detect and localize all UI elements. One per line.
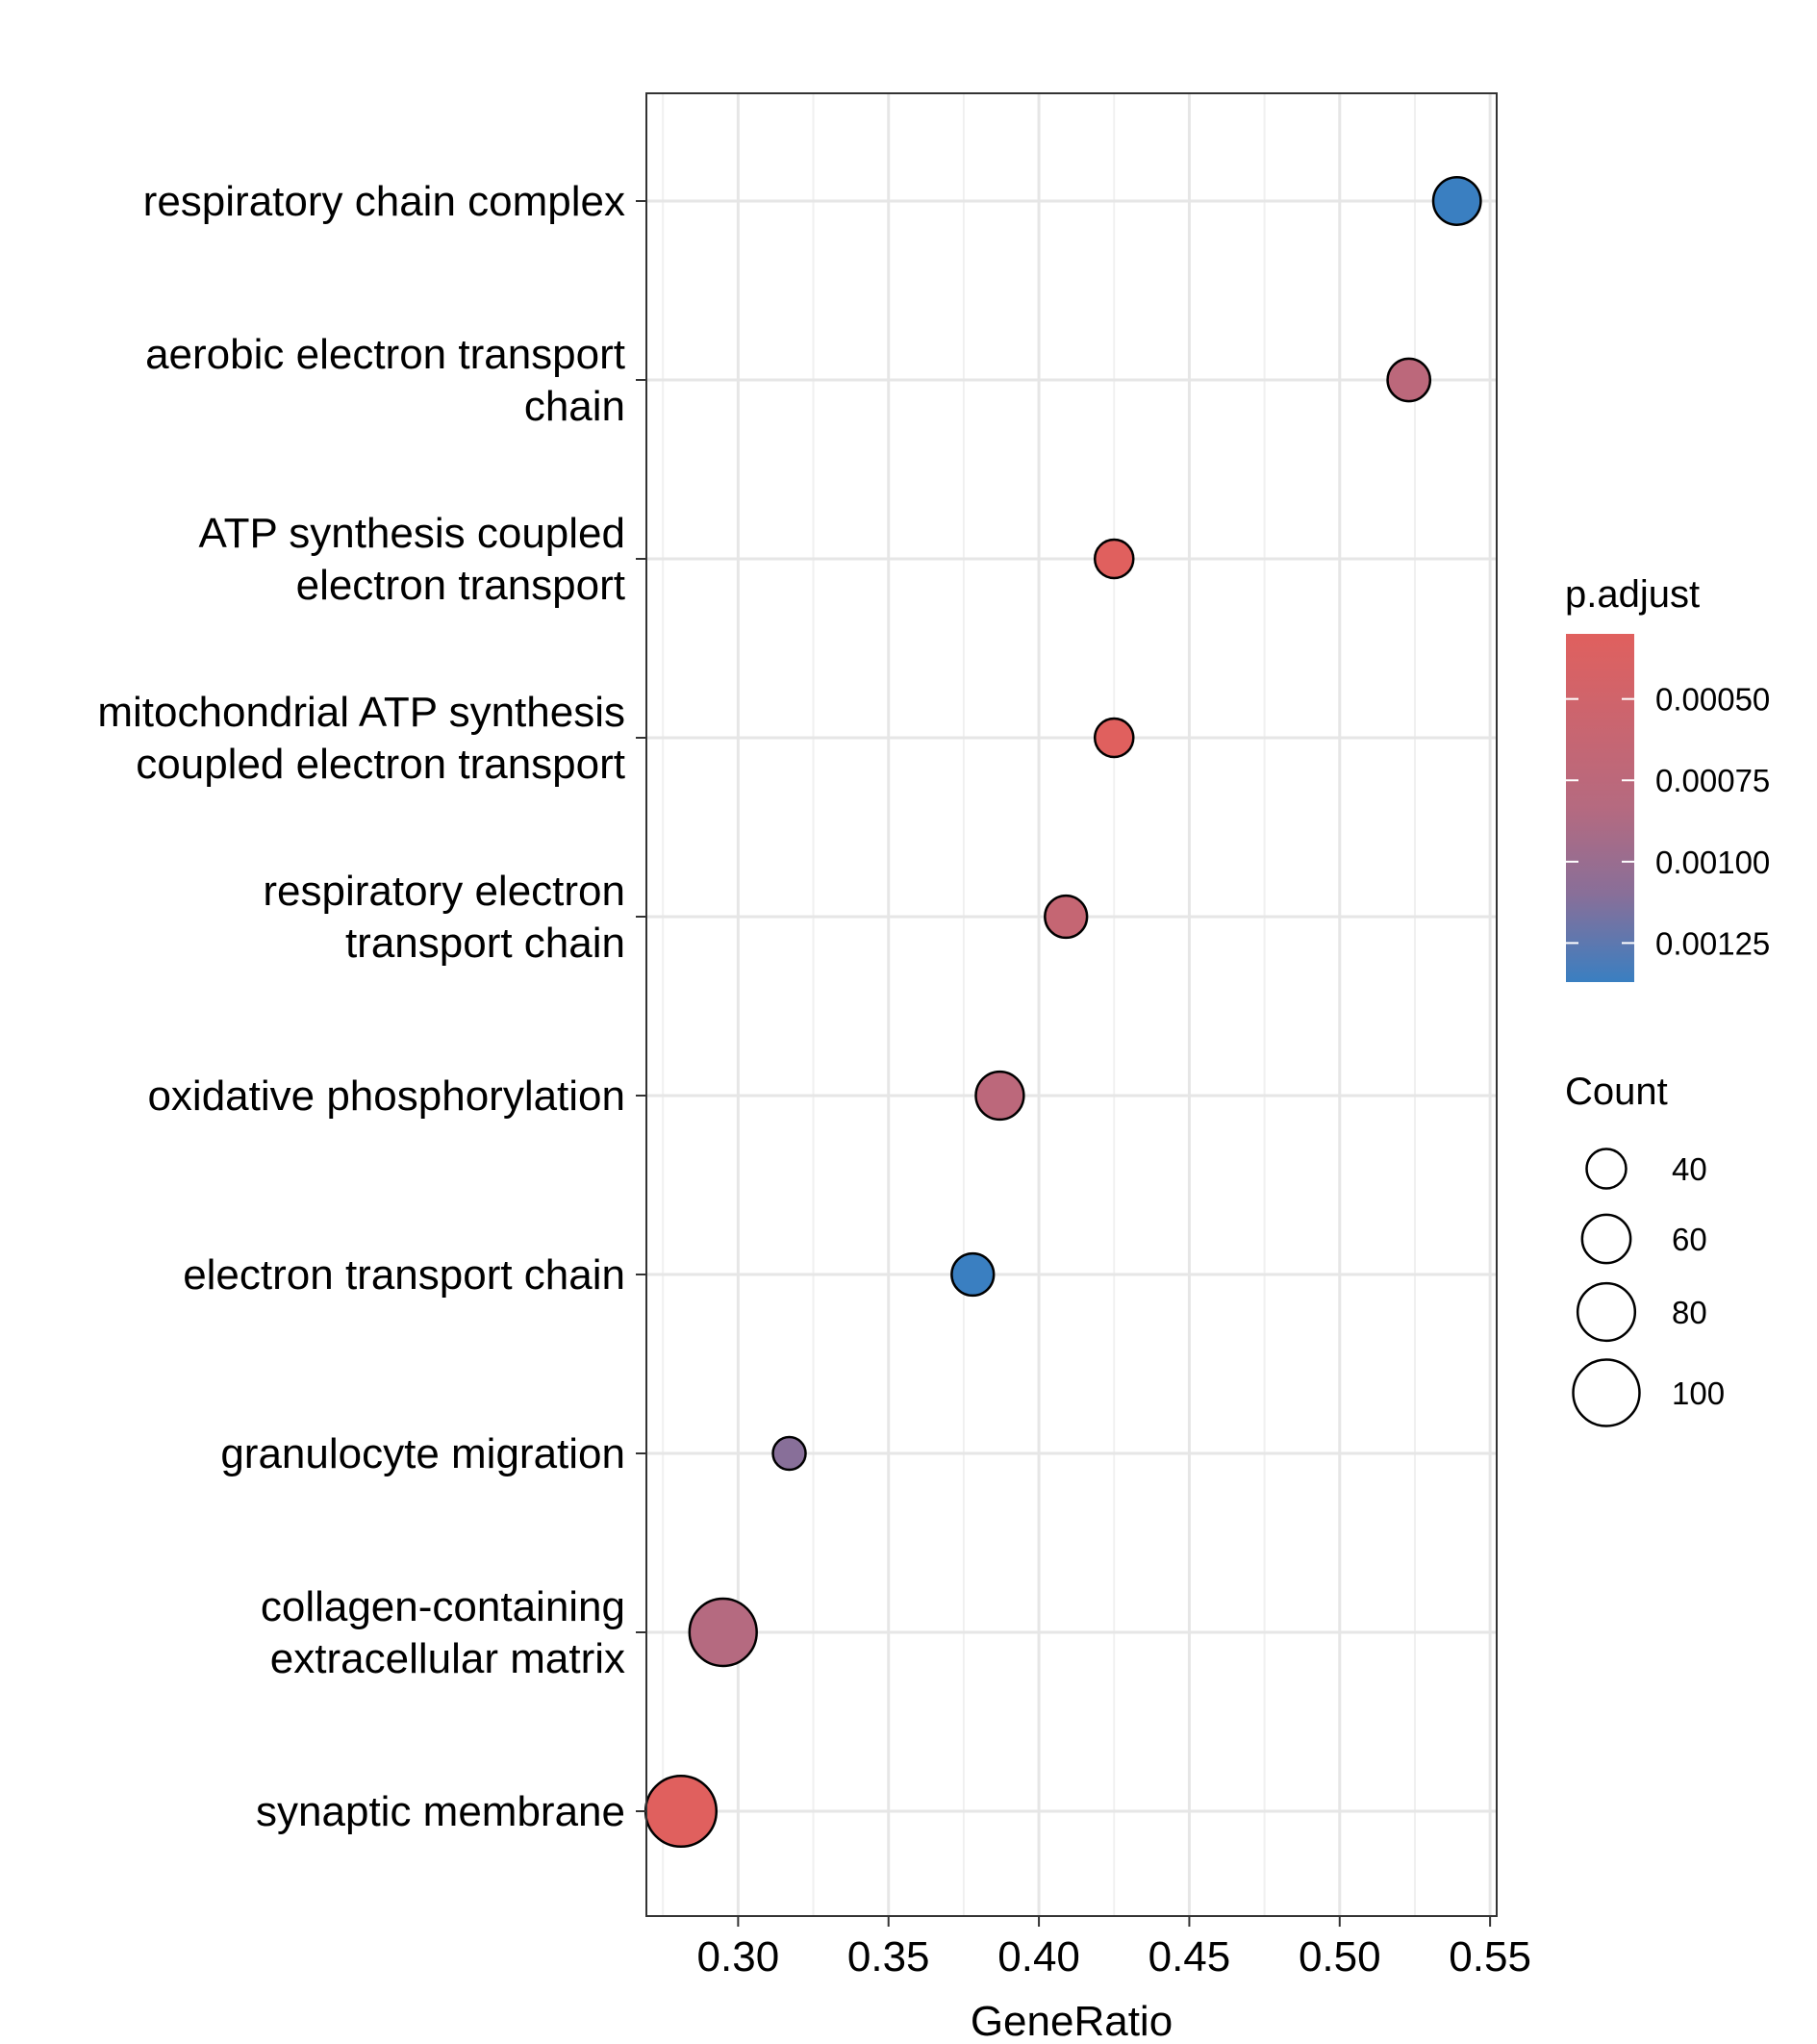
x-tick-label: 0.40 [997,1933,1080,1981]
data-point [1386,357,1432,403]
x-axis: 0.30 0.35 0.40 0.45 0.50 0.55 [697,1916,1531,1981]
x-tick-label: 0.50 [1299,1933,1381,1981]
plot-panel-background [646,93,1497,1916]
category-label: granulocyte migration [220,1430,625,1477]
x-tick-label: 0.45 [1148,1933,1231,1981]
size-legend: Count 40 60 80 100 [1565,1071,1725,1427]
data-point [1093,538,1135,580]
size-legend-key [1585,1148,1628,1190]
category-label: collagen-containing [261,1583,625,1630]
grid [646,93,1497,1916]
category-label: coupled electron transport [136,741,625,788]
size-legend-label: 80 [1672,1295,1707,1330]
category-label: respiratory chain complex [143,178,625,225]
category-label: extracellular matrix [270,1635,625,1682]
data-point [688,1597,758,1668]
data-point [644,1774,719,1849]
data-point [950,1251,996,1298]
plot-panel-border [645,92,1498,1917]
x-tick-label: 0.30 [697,1933,780,1981]
data-points [644,176,1482,1849]
x-axis-title: GeneRatio [971,1998,1173,2044]
color-legend-title: p.adjust [1565,573,1700,616]
size-legend-label: 60 [1672,1222,1707,1257]
x-tick-label: 0.35 [847,1933,930,1981]
color-legend-label: 0.00050 [1655,682,1770,718]
data-point [974,1070,1025,1122]
size-legend-keys: 40 60 80 100 [1572,1148,1725,1427]
data-point [1093,717,1135,759]
category-label: chain [524,383,625,430]
color-legend-label: 0.00125 [1655,925,1770,961]
category-label: respiratory electron [263,868,625,915]
size-legend-key [1580,1213,1632,1265]
size-legend-title: Count [1565,1071,1668,1113]
color-legend-bar [1566,634,1634,982]
size-legend-label: 100 [1672,1375,1725,1411]
data-point [1044,894,1089,940]
category-label: synaptic membrane [256,1788,625,1835]
color-legend: p.adjust 0.00050 0.00075 0.00100 0.00125 [1565,573,1770,982]
color-legend-label: 0.00075 [1655,763,1770,798]
x-tick-label: 0.55 [1449,1933,1531,1981]
category-label: electron transport chain [183,1251,625,1299]
data-point [771,1435,807,1472]
size-legend-key [1576,1281,1637,1343]
category-label: electron transport [296,562,625,609]
category-label: mitochondrial ATP synthesis [97,689,625,736]
size-legend-key [1572,1358,1641,1427]
category-label: ATP synthesis coupled [198,510,625,557]
category-label: aerobic electron transport [145,331,625,378]
data-point [1431,176,1482,226]
category-label: transport chain [345,920,625,967]
color-legend-label: 0.00100 [1655,845,1770,880]
color-legend-ticks: 0.00050 0.00075 0.00100 0.00125 [1566,682,1770,961]
category-label: oxidative phosphorylation [147,1072,625,1120]
y-axis: respiratory chain complex aerobic electro… [97,178,646,1835]
size-legend-label: 40 [1672,1151,1707,1187]
